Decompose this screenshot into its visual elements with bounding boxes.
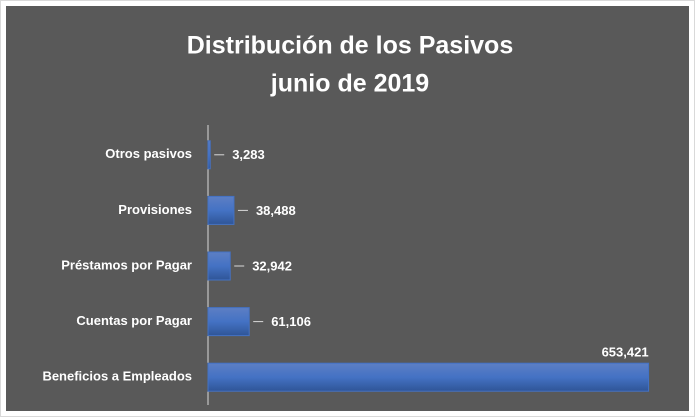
category-label: Provisiones (118, 202, 192, 217)
chart-subtitle: junio de 2019 (270, 70, 429, 98)
data-label: 3,283 (232, 147, 265, 162)
category-label: Otros pasivos (105, 146, 192, 161)
data-label: 61,106 (271, 314, 311, 329)
bar (207, 251, 231, 281)
category-label: Beneficios a Empleados (42, 369, 192, 384)
category-label: Cuentas por Pagar (76, 313, 192, 328)
data-label: 32,942 (252, 258, 292, 273)
bar (207, 362, 650, 392)
data-label: 653,421 (602, 345, 649, 360)
data-label: 38,488 (256, 203, 296, 218)
bar (207, 195, 235, 225)
bar (207, 140, 211, 170)
category-label: Préstamos por Pagar (61, 257, 192, 272)
chart-title: Distribución de los Pasivos (187, 32, 513, 60)
chart-area (6, 6, 689, 411)
bar (207, 307, 250, 337)
